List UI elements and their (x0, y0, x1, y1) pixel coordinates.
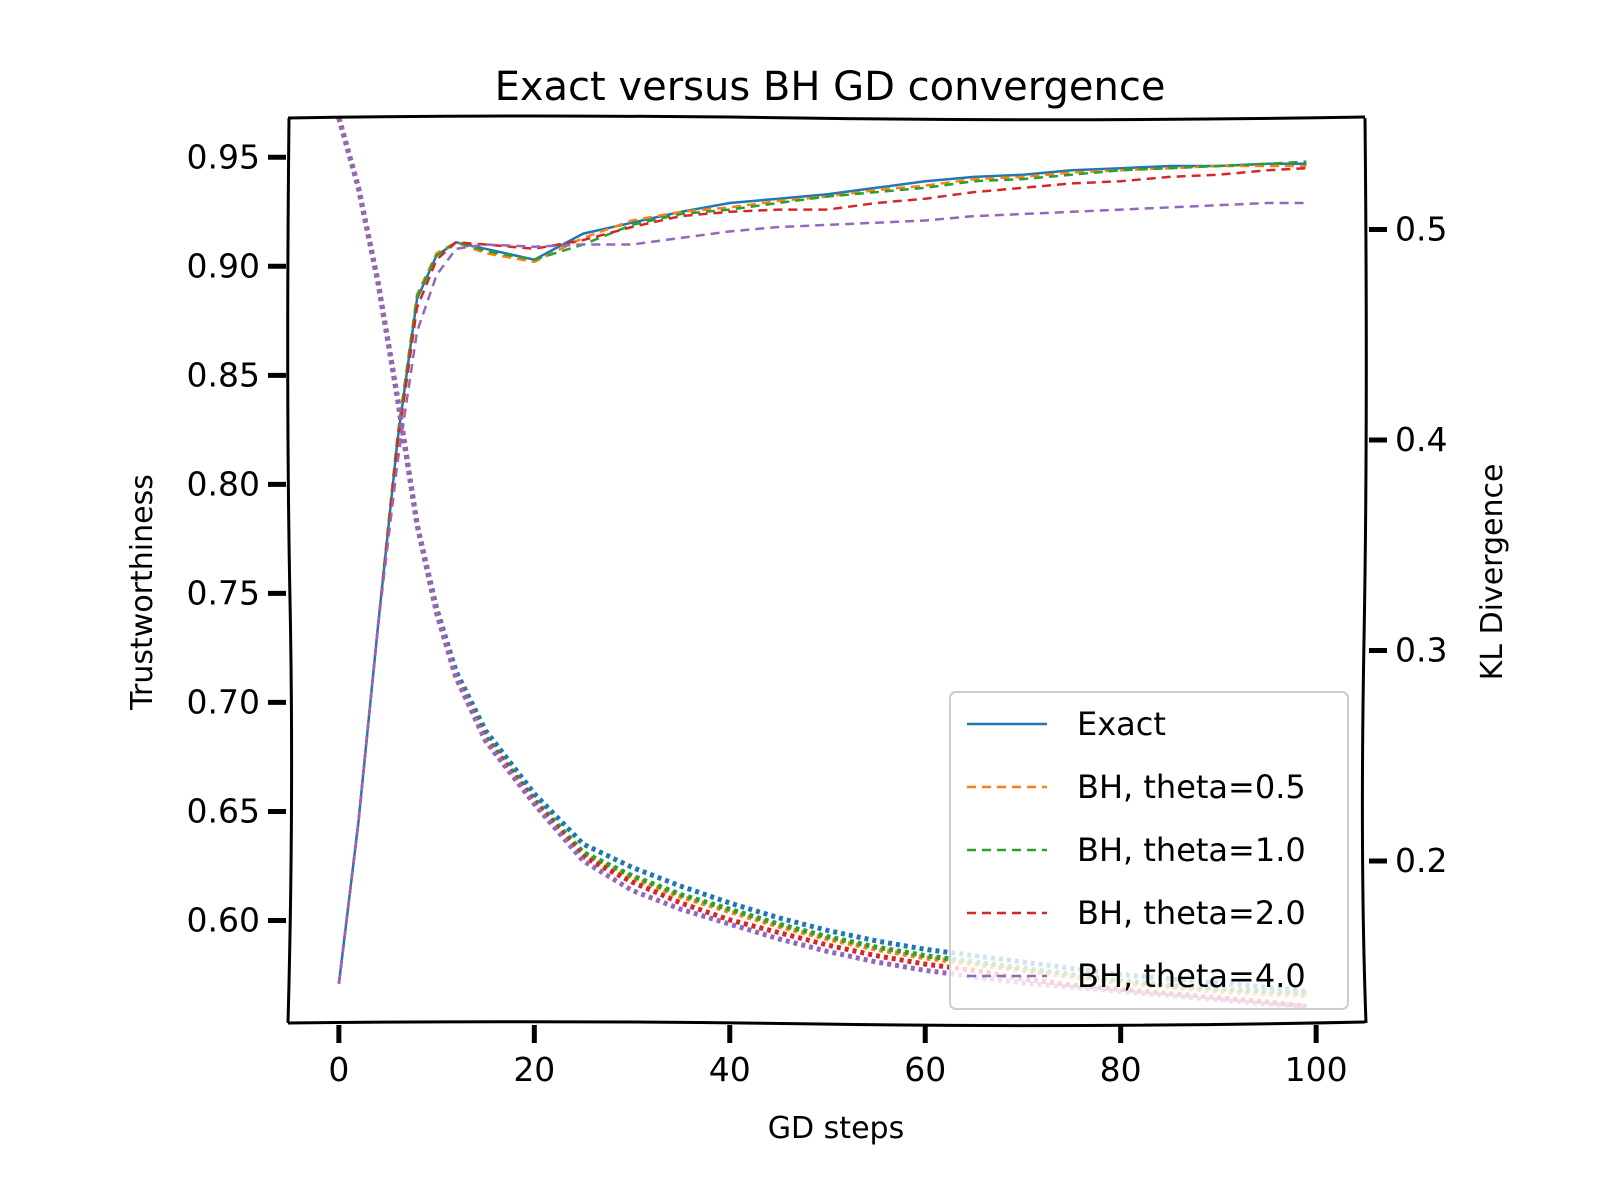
legend-label: BH, theta=4.0 (1077, 957, 1306, 995)
legend-label: BH, theta=1.0 (1077, 831, 1306, 869)
trustworthiness-line-bh-theta-4-0 (337, 201, 1307, 984)
frame-left (286, 117, 294, 1024)
y2-tick-label: 0.3 (1395, 630, 1447, 669)
y-tick-label: 0.65 (187, 791, 260, 830)
y-axis-label: Trustworthiness (125, 474, 160, 711)
x-tick-label: 20 (513, 1050, 555, 1089)
x-tick-label: 40 (709, 1050, 751, 1089)
legend-label: BH, theta=2.0 (1077, 894, 1306, 932)
trustworthiness-line-bh-theta-2-0 (337, 166, 1307, 984)
x-tick-label: 100 (1285, 1050, 1348, 1089)
y2-tick-label: 0.2 (1395, 841, 1447, 880)
legend-label: BH, theta=0.5 (1077, 768, 1306, 806)
plot-frame (286, 114, 1368, 1028)
x-axis-label: GD steps (768, 1111, 904, 1146)
axis-ticks: 0 20 40 60 80 100 0.60 0.65 0.70 0.75 0.80 0.85 0.90… (187, 137, 1448, 1089)
y2-axis-label: KL Divergence (1475, 464, 1510, 681)
y-tick-label: 0.85 (187, 355, 260, 394)
legend: Exact BH, theta=0.5 BH, theta=1.0 BH, theta… (949, 691, 1349, 1010)
kl-divergence-line-bh-theta-2-0 (336, 117, 1307, 1009)
x-tick-label: 60 (904, 1050, 946, 1089)
trustworthiness-line-exact (337, 162, 1307, 984)
y-tick-label: 0.95 (187, 137, 260, 176)
y-tick-label: 0.75 (187, 573, 260, 612)
y2-tick-label: 0.4 (1395, 420, 1447, 459)
frame-right (1360, 117, 1368, 1024)
x-tick-label: 0 (328, 1050, 349, 1089)
y-tick-label: 0.70 (187, 682, 260, 721)
y-tick-label: 0.80 (187, 464, 260, 503)
legend-box (949, 691, 1349, 1010)
chart-title: Exact versus BH GD convergence (495, 64, 1166, 110)
trustworthiness-line-bh-theta-1-0 (337, 160, 1307, 984)
legend-label: Exact (1077, 705, 1166, 743)
frame-bottom (287, 1020, 1366, 1028)
y-tick-label: 0.90 (187, 246, 260, 285)
y2-tick-label: 0.5 (1395, 210, 1447, 249)
x-tick-label: 80 (1100, 1050, 1142, 1089)
y-tick-label: 0.60 (187, 901, 260, 940)
frame-top (287, 114, 1366, 122)
